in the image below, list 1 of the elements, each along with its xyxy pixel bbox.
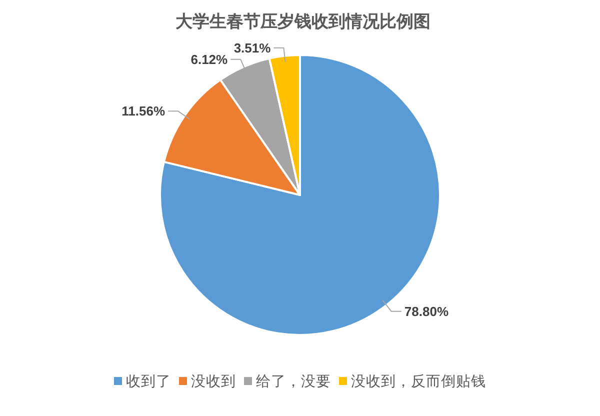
title: 大学生春节压岁钱收到情况比例图 (176, 12, 430, 31)
